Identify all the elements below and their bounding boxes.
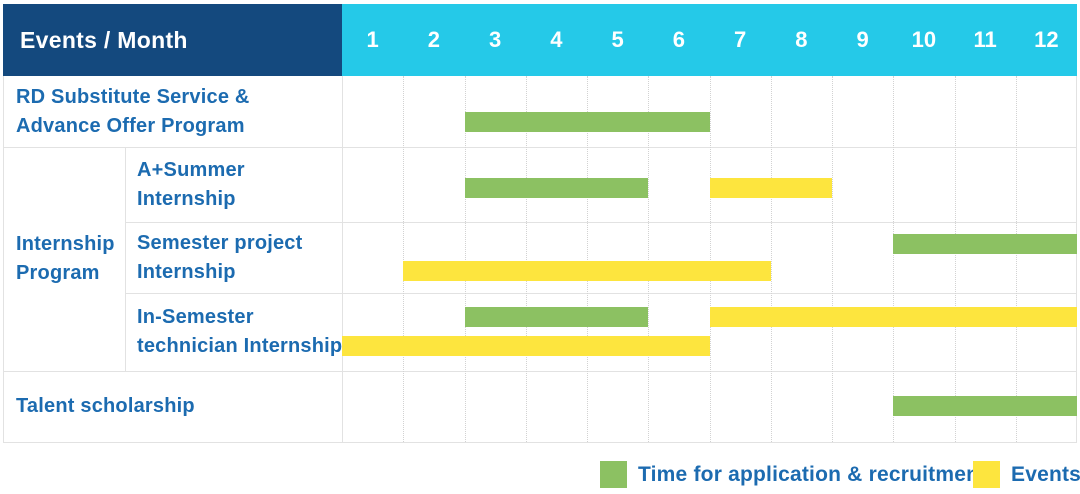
row-label-line: Semester project [137, 231, 303, 254]
month-header-label: 1 [366, 27, 379, 52]
month-grid-line [832, 76, 833, 442]
month-grid-line [709, 76, 711, 442]
gantt-bar-semester_project-events [403, 261, 771, 281]
row-divider [3, 371, 1077, 372]
gantt-bar-in_semester-events [342, 336, 710, 356]
legend-application-label: Time for application & recruitment [638, 462, 987, 486]
row-divider [125, 293, 1077, 294]
row-label-talent-scholarship: Talent scholarship [16, 371, 195, 442]
month-header-label: 4 [550, 27, 563, 52]
gantt-bar-semester_project-application [893, 234, 1077, 254]
month-header-label: 7 [734, 27, 747, 52]
row-label-a-summer: A+Summer Internship [137, 147, 245, 222]
gantt-bar-in_semester-application [464, 307, 649, 327]
gantt-bar-in_semester-events [709, 307, 1077, 327]
group-sublabel-divider [125, 147, 126, 371]
month-header-label: 9 [856, 27, 869, 52]
month-header-label: 3 [489, 27, 502, 52]
month-grid-line [525, 76, 527, 442]
month-grid-line [770, 76, 772, 442]
table-left-border [3, 76, 4, 442]
table-right-border [1076, 76, 1077, 442]
row-label-line: Internship [137, 187, 236, 210]
row-label-line: RD Substitute Service & [16, 85, 250, 108]
row-divider [3, 147, 1077, 148]
group-label-internship-program: Internship Program [16, 147, 115, 371]
application-green-swatch [600, 461, 627, 488]
month-grid-line [587, 76, 588, 442]
label-chart-divider [342, 76, 343, 442]
row-label-line: Talent scholarship [16, 395, 195, 417]
events-month-title: Events / Month [20, 26, 188, 53]
group-label-line: Program [16, 262, 100, 284]
gantt-bar-a_summer-events [709, 178, 832, 198]
month-grid-line [954, 76, 956, 442]
events-yellow-swatch [973, 461, 1000, 488]
row-label-line: A+Summer [137, 158, 245, 181]
events-month-header-cell: Events / Month [3, 4, 342, 76]
row-label-in-semester: In-Semester technician Internship [137, 293, 342, 371]
row-label-line: Internship [137, 260, 236, 283]
month-header-label: 10 [911, 27, 937, 52]
legend-events-label: Events [1011, 462, 1080, 486]
gantt-bar-rd-application [464, 112, 710, 132]
row-label-line: Advance Offer Program [16, 114, 245, 137]
legend-events: Events [973, 461, 1080, 488]
month-header-label: 8 [795, 27, 808, 52]
legend-application: Time for application & recruitment [600, 461, 986, 488]
month-header-row: 1 2 3 4 5 6 7 8 9 10 11 12 [342, 4, 1077, 76]
row-label-semester-project: Semester project Internship [137, 222, 303, 293]
gantt-bar-talent-application [893, 396, 1077, 416]
month-grid-line [893, 76, 895, 442]
month-header-label: 6 [672, 27, 685, 52]
month-header-label: 11 [973, 27, 997, 52]
month-header-label: 2 [427, 27, 440, 52]
month-grid-line [403, 76, 405, 442]
gantt-bar-a_summer-application [464, 178, 649, 198]
group-label-line: Internship [16, 233, 115, 255]
row-label-line: technician Internship [137, 335, 343, 357]
row-divider [125, 222, 1077, 223]
month-grid-line [464, 76, 466, 442]
month-header-label: 5 [611, 27, 624, 52]
month-header-label: 12 [1034, 27, 1059, 52]
month-grid-line [1015, 76, 1017, 442]
month-grid-line [648, 76, 650, 442]
table-bottom-border [3, 442, 1077, 443]
row-label-line: In-Semester [137, 306, 254, 328]
row-label-rd-substitute: RD Substitute Service & Advance Offer Pr… [16, 76, 250, 147]
